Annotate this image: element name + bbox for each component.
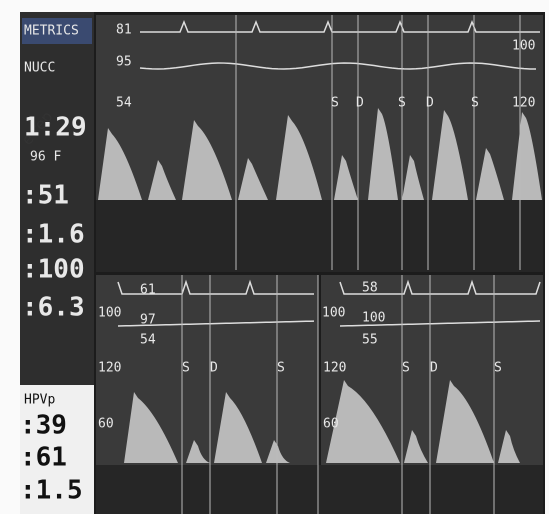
ecg-trace — [140, 19, 540, 33]
section-value: :61 — [20, 443, 67, 473]
scale-label: 60 — [98, 417, 114, 432]
top-panel — [96, 15, 543, 200]
header-box — [22, 18, 92, 44]
traces — [98, 15, 542, 514]
ecg-rate: 58 — [362, 281, 378, 296]
marker: D — [430, 361, 438, 376]
section-box — [20, 385, 94, 514]
trace-label: 95 — [116, 55, 132, 70]
marker: S — [494, 361, 502, 376]
doppler-envelope — [98, 108, 542, 200]
trace-label: 100 — [362, 311, 385, 326]
section-label: HPVp — [24, 393, 55, 408]
marker: D — [426, 96, 434, 111]
section-value: :1.5 — [20, 476, 83, 506]
sub: 96 F — [30, 150, 61, 165]
middle-band — [96, 200, 543, 272]
trace-label: 54 — [116, 96, 132, 111]
scale-label: 120 — [323, 361, 346, 376]
marker: S — [182, 361, 190, 376]
metric-value: :51 — [22, 181, 69, 211]
label: NUCC — [24, 61, 55, 76]
marker: D — [356, 96, 364, 111]
scale-label: 60 — [323, 417, 339, 432]
ecg-trace — [117, 279, 314, 295]
time: 1:29 — [24, 113, 87, 143]
metric-value: :1.6 — [22, 220, 85, 250]
scale-label: 100 — [512, 39, 535, 54]
marker: S — [471, 96, 479, 111]
ecg-trace — [339, 279, 541, 295]
ecg-rate: 81 — [116, 23, 132, 38]
trace-label: 54 — [140, 333, 156, 348]
marker: S — [277, 361, 285, 376]
metric-value: :6.3 — [22, 293, 85, 323]
ecg-rate: 61 — [140, 283, 156, 298]
header: METRICS — [24, 24, 79, 39]
marker: S — [331, 96, 339, 111]
pressure-trace — [117, 320, 315, 327]
section-value: :39 — [20, 411, 67, 441]
scale-label: 120 — [98, 361, 121, 376]
pressure-trace — [339, 320, 541, 327]
bottom-band — [96, 465, 543, 514]
scale-label: 100 — [322, 306, 345, 321]
metric-value: :100 — [22, 255, 85, 285]
doppler-envelope — [124, 380, 520, 463]
scale-label: 120 — [512, 96, 535, 111]
scale-label: 100 — [98, 306, 121, 321]
marker: S — [398, 96, 406, 111]
trace-label: 97 — [140, 313, 156, 328]
marker: D — [210, 361, 218, 376]
trace-label: 55 — [362, 333, 378, 348]
pressure-trace — [139, 62, 537, 70]
marker: S — [402, 361, 410, 376]
